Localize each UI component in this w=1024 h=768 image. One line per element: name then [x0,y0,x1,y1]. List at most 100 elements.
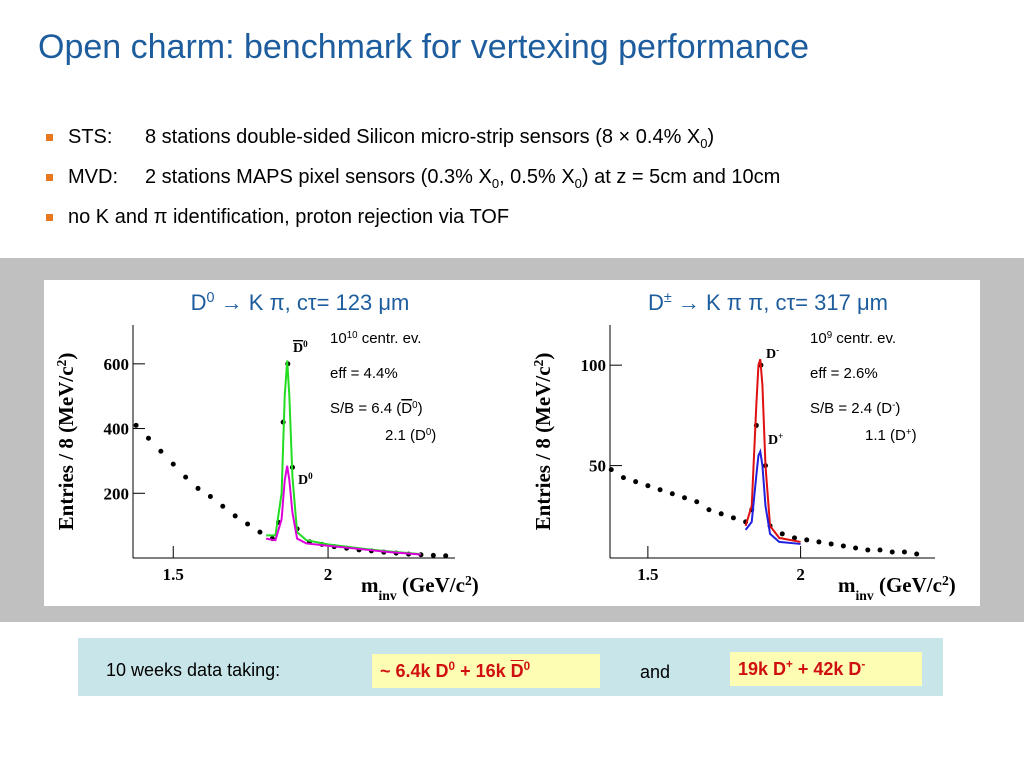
data-point [853,545,859,551]
x-tick-label: 2 [796,565,805,584]
text-part: m [838,573,856,597]
data-point [620,475,626,481]
text-part: D [648,290,664,315]
summary-box: 10 weeks data taking: ~ 6.4k D0 + 16k D0… [78,638,943,696]
text-sup: 0 [412,400,418,411]
data-point [877,547,883,553]
data-point [245,521,251,527]
text-sub: inv [856,588,874,603]
annotation: 1.1 (D+) [865,427,917,445]
text-sup: ± [664,290,672,306]
slide-title: Open charm: benchmark for vertexing perf… [38,28,810,66]
text-part: ) [707,126,715,148]
text-part: 10 [810,330,827,347]
text-sup: 0 [303,339,308,349]
x-tick-label: 1.5 [637,565,658,584]
annotation: D- [766,345,779,362]
text-sup: 2 [942,573,949,588]
text-part: Entries / 8 (MeV/c [54,366,78,530]
annotation: 2.1 (D0) [385,427,436,445]
x-axis-label: minv (GeV/c2) [361,573,479,603]
text-sub: 0 [700,136,708,151]
text-sup: 2 [54,359,69,366]
text-sup: 0 [207,290,215,306]
text-sup: 0 [523,660,531,673]
y-tick-label: 100 [581,356,607,375]
text-part: , 0.5% X [499,166,575,188]
text-part: (GeV/c [397,573,465,597]
data-point [170,461,176,467]
text-over: D [510,661,524,681]
data-point [183,474,189,480]
bullet-label: MVD: [68,166,118,188]
x-axis-label: minv (GeV/c2) [838,573,956,603]
text-sup: 9 [827,330,832,341]
text-sup: 0 [448,660,456,673]
text-sup: - [861,658,866,671]
text-sub: 0 [491,176,500,191]
text-over: D [401,400,412,417]
text-part: + 16k [455,661,511,681]
yield-box: ~ 6.4k D0 + 16k D0 [372,654,600,688]
annotation: D0 [298,471,313,488]
bullet-label: STS: [68,126,113,148]
text-part: D [191,290,207,315]
text-sup: 0 [308,471,313,481]
bullet-text: 2 stations MAPS pixel sensors (0.3% X0, … [145,166,780,191]
y-tick-label: 600 [104,355,130,374]
text-part: centr. ev. [832,330,896,347]
text-part: 1.1 (D [865,427,906,444]
data-point [220,503,226,509]
y-tick-label: 400 [104,420,130,439]
text-part: 8 stations double-sided Silicon micro-st… [145,126,701,148]
data-point [682,495,688,501]
data-point [828,541,834,547]
data-point [158,448,164,454]
annotation: S/B = 6.4 (D0) [330,400,423,418]
fit-curve [265,465,422,556]
data-point [865,547,871,553]
annotation: eff = 4.4% [330,365,398,382]
text-part: → K π π, cτ= 317 μm [672,290,888,315]
text-part: → K π, cτ= 123 μm [214,290,409,315]
yield-box: 19k D+ + 42k D- [730,652,922,686]
text-sup: - [892,400,895,411]
text-sup: + [906,427,912,438]
data-point [207,494,213,500]
text-part: m [361,573,379,597]
text-sup: 10 [347,330,358,341]
data-point [791,535,797,541]
text-part: S/B = 2.4 (D [810,400,892,417]
data-point [706,507,712,513]
data-point [730,515,736,521]
text-part: Entries / 8 (MeV/c [531,366,555,530]
text-part: S/B = 6.4 ( [330,400,401,417]
text-sup: - [776,345,779,355]
annotation: D+ [768,431,783,448]
data-point [694,499,700,505]
x-tick-label: 1.5 [163,565,184,584]
text-sup: 2 [465,573,472,588]
text-part: ) at z = 5cm and 10cm [581,166,781,188]
text-over: D [293,341,303,356]
text-part: 2 stations MAPS pixel sensors (0.3% X [145,166,492,188]
text-part: ) [472,573,479,597]
text-part: D [298,473,308,488]
annotation: 109 centr. ev. [810,330,896,348]
text-sup: + [778,431,783,441]
y-tick-label: 50 [589,457,606,476]
data-point [633,479,639,485]
data-point [669,491,675,497]
text-part: ) [949,573,956,597]
text-part: centr. ev. [358,330,422,347]
data-point [657,487,663,493]
data-point [901,549,907,555]
data-point [889,549,895,555]
text-part: + 42k D [792,659,862,679]
summary-and: and [640,662,671,682]
fit-curve [744,448,801,545]
data-point [133,422,139,428]
data-point [257,529,263,535]
data-point [443,553,449,559]
